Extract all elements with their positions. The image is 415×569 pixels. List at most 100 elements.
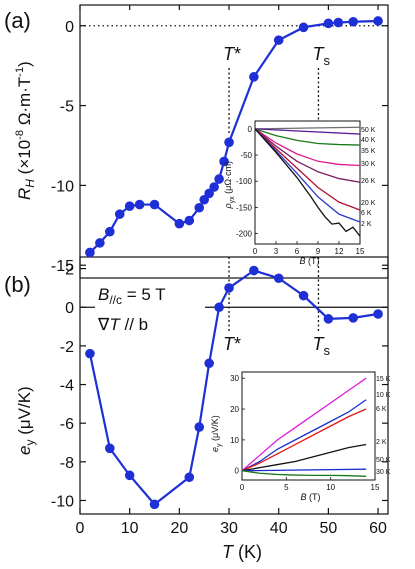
panel-b-inset-x-tick-label: 15 bbox=[371, 483, 380, 492]
panel-a-inset-series-line bbox=[254, 128, 361, 223]
panel-b-marker-label: Ts bbox=[312, 334, 330, 358]
panel-b-x-tick-label: 50 bbox=[319, 520, 337, 537]
panel-a-y-tick-label: -10 bbox=[51, 178, 74, 195]
panel-a-data-point bbox=[85, 247, 95, 258]
panel-b-annotation-field: B//c = 5 T bbox=[98, 285, 166, 307]
panel-a-data-point bbox=[348, 16, 359, 27]
panel-b-data-point bbox=[348, 313, 359, 323]
panel-b-inset-series-line bbox=[241, 470, 367, 477]
panel-a-data-point bbox=[219, 156, 229, 167]
panel-b-y-tick-label: -8 bbox=[60, 455, 74, 472]
panel-a-inset-x-axis-label: B (T) bbox=[300, 256, 320, 266]
panel-b-inset-series-line bbox=[241, 377, 367, 472]
panel-a-frame bbox=[79, 4, 389, 279]
panel-b-data-point bbox=[249, 265, 259, 276]
panel-b-inset: 0 5 10 15 0 10 20 30 B (T) ey (μV/K) 15 K 10 K 6 K 2 … bbox=[210, 371, 391, 502]
panel-a-data-point bbox=[105, 226, 115, 237]
x-axis-label: T (K) bbox=[222, 542, 262, 562]
panel-a-inset-series-label: 26 K bbox=[361, 178, 376, 185]
panel-a-inset-series-label: 6 K bbox=[361, 210, 372, 217]
panel-b-inset-x-tick-label: 0 bbox=[240, 483, 245, 492]
panel-a-inset-x-tick-label: 6 bbox=[295, 247, 300, 256]
panel-a-inset-x-tick-label: 9 bbox=[316, 247, 321, 256]
panel-b-inset-series-label: 2 K bbox=[376, 439, 387, 446]
panel-b-guides: T* Ts bbox=[80, 257, 388, 358]
panel-b-series bbox=[85, 265, 383, 510]
panel-a-data-point bbox=[209, 182, 219, 192]
panel-b-data-point bbox=[224, 283, 234, 293]
panel-a-inset-x-tick-label: 12 bbox=[335, 247, 344, 256]
panel-b-inset-series-line bbox=[241, 399, 367, 472]
panel-b-data-point bbox=[194, 422, 205, 432]
panel-b-inset-y-tick-label: 10 bbox=[230, 436, 239, 445]
panel-b-inset-x-tick-label: 5 bbox=[284, 483, 289, 492]
svg-text:RH (×10-8 Ω·m·T-1): RH (×10-8 Ω·m·T-1) bbox=[14, 61, 37, 200]
panel-a-data-point bbox=[95, 238, 105, 248]
svg-text:∇T // b: ∇T // b bbox=[97, 315, 148, 334]
panel-a-inset-y-axis-label: ρyx (μΩ·cm) bbox=[223, 161, 236, 210]
panel-b-y-tick-label: 2 bbox=[65, 262, 74, 279]
panel-b-data-point bbox=[273, 273, 284, 284]
panel-b-y-tick-label: -6 bbox=[60, 416, 74, 433]
panel-a-inset-series-line bbox=[254, 128, 361, 167]
panel-b-inset-series-line bbox=[241, 468, 367, 472]
panel-b-y-tick-label: -2 bbox=[60, 339, 74, 356]
panel-a-data-point bbox=[214, 174, 224, 184]
panel-a-data-point bbox=[298, 22, 309, 33]
svg-text:ey (μV/K): ey (μV/K) bbox=[210, 415, 223, 452]
panel-a-inset-series-line bbox=[254, 128, 361, 135]
panel-a-data-point bbox=[194, 202, 205, 213]
panel-b-inset-series-label: 6 K bbox=[376, 406, 387, 413]
panel-a-y-ticks: -15-10-50 bbox=[51, 5, 388, 275]
panel-a-inset-x-tick-label: 15 bbox=[356, 247, 365, 256]
panel-b-x-tick-label: 60 bbox=[369, 520, 387, 537]
panel-label-b: (b) bbox=[4, 272, 31, 297]
panel-a-inset-series-line bbox=[254, 128, 361, 183]
panel-b-x-tick-label: 10 bbox=[121, 520, 139, 537]
panel-a-inset: 0 3 6 9 12 15 0 -50 -100 -150 -200 B (T) ρyx (μΩ·cm)… bbox=[223, 120, 376, 266]
panel-b-inset-series-label: 15 K bbox=[376, 376, 391, 383]
panel-a-inset-frame bbox=[254, 120, 361, 245]
svg-text:ρyx (μΩ·cm): ρyx (μΩ·cm) bbox=[223, 161, 236, 210]
panel-b-frame bbox=[79, 256, 389, 515]
panel-a-marker-label: Ts bbox=[312, 44, 330, 68]
panel-a-inset-series-label: 35 K bbox=[361, 148, 376, 155]
panel-a-guides: T* Ts bbox=[80, 25, 388, 135]
panel-b-inset-frame bbox=[241, 371, 376, 481]
panel-a-inset-y-tick-label: -150 bbox=[236, 203, 253, 212]
panel-b-x-tick-label: 30 bbox=[220, 520, 238, 537]
panel-b-data-point bbox=[149, 499, 160, 510]
panel-a-y-tick-label: -15 bbox=[51, 258, 74, 275]
svg-text:B//c = 5 T: B//c = 5 T bbox=[98, 285, 166, 307]
panel-a-data-point bbox=[114, 209, 125, 219]
panel-a-inset-y-tick-label: -100 bbox=[236, 177, 253, 186]
panel-b-inset-series-label: 10 K bbox=[376, 392, 391, 399]
panel-a-marker-label: T* bbox=[223, 44, 241, 64]
panel-a-inset-series-label: 30 K bbox=[361, 161, 376, 168]
panel-a-inset-series-line bbox=[254, 128, 361, 211]
panel-a-data-point bbox=[249, 72, 259, 82]
panel-b-inset-x-tick-label: 10 bbox=[326, 483, 335, 492]
panel-b-y-tick-label: -4 bbox=[60, 378, 74, 395]
panel-b-inset-series-line bbox=[241, 408, 367, 472]
panel-a-data-point bbox=[273, 35, 284, 45]
panel-a-y-axis-label: RH (×10-8 Ω·m·T-1) bbox=[14, 61, 37, 200]
panel-b-data-point bbox=[214, 302, 224, 313]
panel-label-a: (a) bbox=[4, 8, 31, 33]
panel-b-data-point bbox=[298, 290, 309, 301]
panel-a-inset-series-label: 50 K bbox=[361, 127, 376, 134]
panel-b-y-axis-label: ey (μV/K) bbox=[15, 386, 37, 455]
panel-a-inset-series-label: 20 K bbox=[361, 200, 376, 207]
panel-b-inset-series-line bbox=[241, 443, 367, 472]
panel-b-data-point bbox=[373, 309, 383, 319]
panel-b-inset-series-label: 50 K bbox=[376, 457, 391, 464]
panel-b-data-point bbox=[105, 443, 115, 454]
panel-b-data-point bbox=[124, 470, 135, 481]
panel-b-inset-y-axis-label: ey (μV/K) bbox=[210, 415, 223, 452]
panel-a-data-point bbox=[184, 215, 195, 226]
panel-a-data-point bbox=[174, 218, 185, 229]
panel-a-inset-series-line bbox=[254, 126, 361, 130]
panel-a-data-point bbox=[373, 16, 383, 26]
panel-a-data-point bbox=[333, 17, 344, 28]
